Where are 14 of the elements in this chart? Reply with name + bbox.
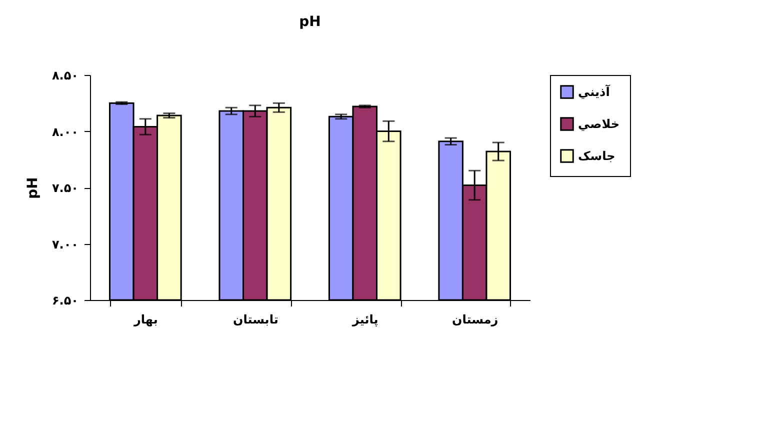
x-tick-label: زمستان xyxy=(452,312,498,326)
y-axis-title: pH xyxy=(24,177,41,199)
y-tick-label: ۶.۵۰ xyxy=(52,294,78,308)
x-tick-label: پائیز xyxy=(351,312,378,326)
legend-label: جاسک xyxy=(578,149,616,163)
y-tick-label: ۷.۰۰ xyxy=(52,237,78,252)
legend-label: آذيني xyxy=(578,84,611,99)
x-tick-label: بهار xyxy=(132,312,158,326)
x-tick-label: تابستان xyxy=(232,312,278,326)
legend-label: خلاصي xyxy=(578,117,620,131)
y-tick-label: ۸.۰۰ xyxy=(52,124,78,139)
chart-title: pH xyxy=(299,14,321,30)
y-tick-label: ۸.۵۰ xyxy=(52,68,78,82)
y-tick-label: ۷.۵۰ xyxy=(52,181,78,195)
